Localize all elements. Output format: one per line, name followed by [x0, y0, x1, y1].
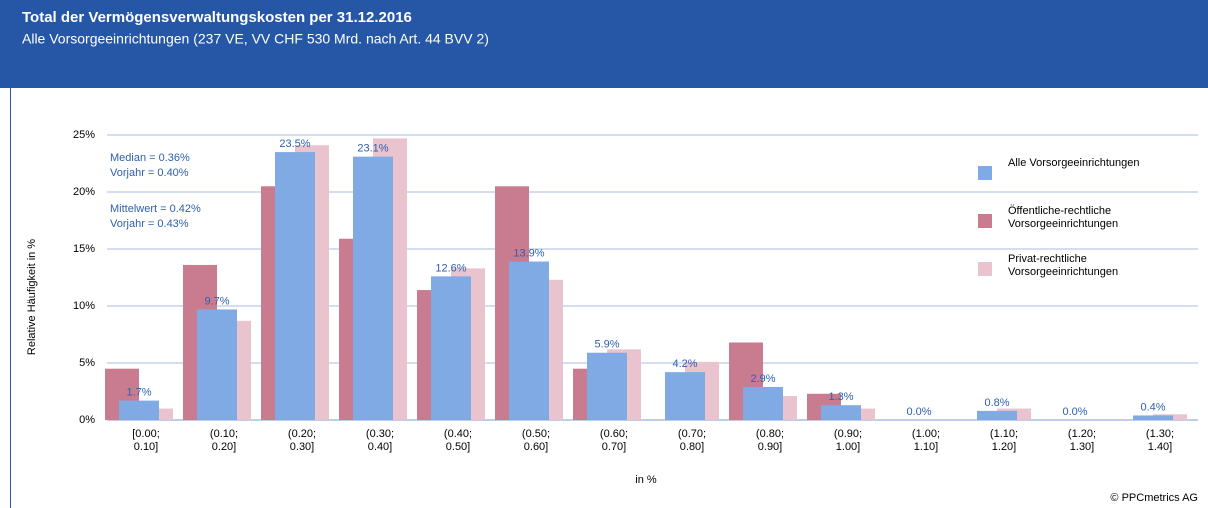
- bar: [587, 352, 627, 420]
- y-tick-label: 10%: [73, 300, 95, 312]
- bar: [1133, 415, 1173, 420]
- y-tick-label: 25%: [73, 129, 95, 141]
- x-tick-label: (0.40; 0.50]: [443, 428, 473, 453]
- chart-title: Total der Vermögensverwaltungskosten per…: [22, 9, 412, 26]
- source: © PPCmetrics AG: [1110, 492, 1198, 504]
- data-label: 4.2%: [672, 358, 697, 370]
- data-label: 0.8%: [984, 397, 1009, 409]
- data-label: 23.1%: [357, 143, 388, 155]
- bar: [353, 156, 393, 420]
- y-tick-label: 20%: [73, 186, 95, 198]
- bar: [665, 372, 705, 420]
- legend-label: Alle Vorsorgeeinrichtungen: [1008, 157, 1140, 169]
- legend-swatch: [978, 166, 992, 180]
- chart-subtitle: Alle Vorsorgeeinrichtungen (237 VE, VV C…: [22, 31, 489, 47]
- data-label: 0.0%: [1062, 406, 1087, 418]
- y-tick-label: 0%: [79, 414, 95, 426]
- x-tick-label: (1.30; 1.40]: [1145, 428, 1175, 453]
- x-tick-label: (1.10; 1.20]: [989, 428, 1019, 453]
- legend-label: Privat-rechtliche Vorsorgeeinrichtungen: [1008, 253, 1119, 278]
- bar: [743, 386, 783, 420]
- annotation: Vorjahr = 0.40%: [110, 167, 189, 179]
- legend-label: Öffentliche-rechtliche Vorsorgeeinrichtu…: [1008, 205, 1119, 230]
- bar: [509, 261, 549, 420]
- x-tick-label: (1.00; 1.10]: [911, 428, 941, 453]
- bar: [197, 309, 237, 420]
- bar: [275, 152, 315, 420]
- data-label: 13.9%: [513, 247, 544, 259]
- x-tick-label: (0.30; 0.40]: [365, 428, 395, 453]
- data-label: 1.3%: [828, 391, 853, 403]
- x-tick-label: (0.20; 0.30]: [287, 428, 317, 453]
- y-tick-label: 5%: [79, 357, 95, 369]
- x-tick-label: (0.70; 0.80]: [677, 428, 707, 453]
- annotation: Mittelwert = 0.42%: [110, 203, 201, 215]
- bar: [431, 276, 471, 420]
- x-tick-label: (0.10; 0.20]: [209, 428, 239, 453]
- y-axis-label: Relative Häufigkeit in %: [26, 239, 38, 355]
- data-label: 5.9%: [594, 339, 619, 351]
- x-tick-label: (1.20; 1.30]: [1067, 428, 1097, 453]
- annotation: Median = 0.36%: [110, 152, 190, 164]
- bar: [821, 405, 861, 420]
- bar: [977, 410, 1017, 420]
- x-tick-label: [0.00; 0.10]: [132, 428, 160, 453]
- data-label: 0.4%: [1140, 401, 1165, 413]
- data-label: 1.7%: [126, 387, 151, 399]
- header-band: [0, 0, 1208, 88]
- legend-swatch: [978, 262, 992, 276]
- x-tick-label: (0.60; 0.70]: [599, 428, 629, 453]
- bar: [119, 400, 159, 420]
- y-tick-label: 15%: [73, 243, 95, 255]
- x-axis-label: in %: [635, 474, 657, 486]
- data-label: 2.9%: [750, 373, 775, 385]
- data-label: 23.5%: [279, 138, 310, 150]
- data-label: 9.7%: [204, 295, 229, 307]
- x-tick-label: (0.90; 1.00]: [833, 428, 863, 453]
- annotation: Vorjahr = 0.43%: [110, 218, 189, 230]
- data-label: 12.6%: [435, 262, 466, 274]
- legend-swatch: [978, 214, 992, 228]
- data-label: 0.0%: [906, 406, 931, 418]
- x-tick-label: (0.80; 0.90]: [755, 428, 785, 453]
- x-tick-label: (0.50; 0.60]: [521, 428, 551, 453]
